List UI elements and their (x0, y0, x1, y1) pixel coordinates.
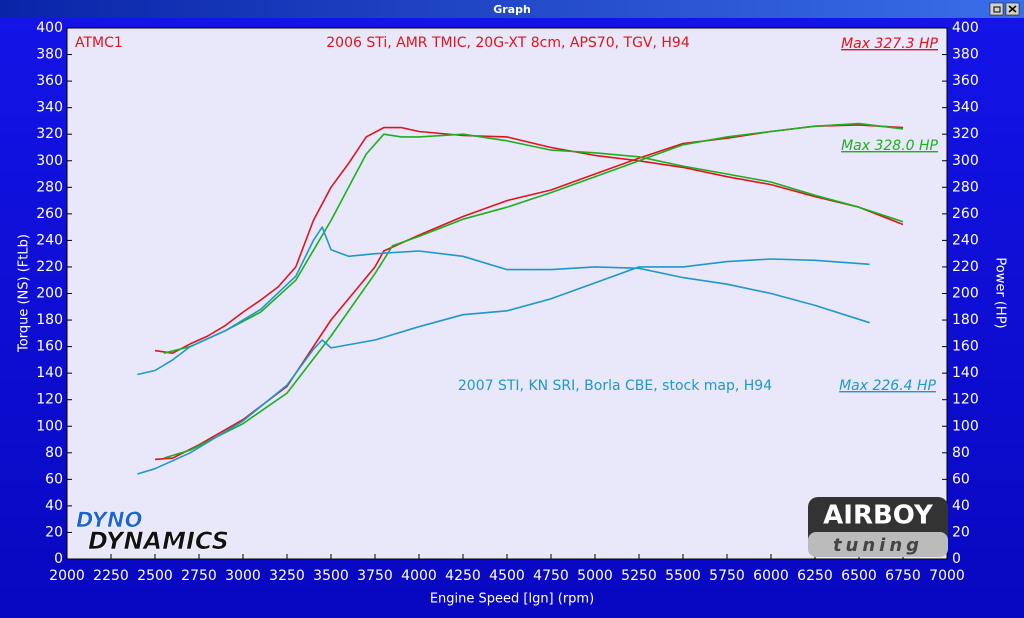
y2-tick-label: 360 (952, 73, 979, 89)
y-tick-label: 320 (36, 126, 63, 142)
annotation: 2006 STi, AMR TMIC, 20G-XT 8cm, APS70, T… (326, 35, 690, 51)
y-tick-label: 0 (54, 551, 63, 567)
airboy-logo: AIRBOY tuning (808, 497, 948, 557)
y2-tick-label: 240 (952, 232, 979, 248)
x-tick-label: 5000 (577, 568, 613, 584)
y-tick-label: 60 (45, 471, 63, 487)
y-tick-label: 300 (36, 153, 63, 169)
x-tick-label: 2750 (181, 568, 217, 584)
y2-tick-label: 300 (952, 153, 979, 169)
y-tick-label: 20 (45, 524, 63, 540)
x-tick-label: 6750 (885, 568, 921, 584)
y-tick-label: 200 (36, 286, 63, 302)
x-tick-label: 5750 (709, 568, 745, 584)
y-tick-label: 120 (36, 392, 63, 408)
y2-tick-label: 120 (952, 392, 979, 408)
y2-tick-label: 180 (952, 312, 979, 328)
annotation: 2007 STI, KN SRI, Borla CBE, stock map, … (458, 378, 772, 394)
logo-box (808, 532, 948, 557)
y2-tick-label: 100 (952, 418, 979, 434)
y2-axis-label: Power (HP) (993, 257, 1008, 328)
y2-tick-label: 320 (952, 126, 979, 142)
x-tick-label: 3500 (313, 568, 349, 584)
y-tick-label: 100 (36, 418, 63, 434)
annotation: Max 328.0 HP (841, 138, 938, 154)
window-title: Graph (493, 3, 531, 16)
restore-button[interactable] (989, 2, 1004, 16)
y2-tick-label: 20 (952, 524, 970, 540)
x-tick-label: 3250 (269, 568, 305, 584)
annotation: ATMC1 (75, 35, 123, 51)
y2-tick-label: 160 (952, 339, 979, 355)
y2-tick-label: 80 (952, 445, 970, 461)
x-tick-label: 3750 (357, 568, 393, 584)
title-bar (0, 0, 1024, 18)
y-axis-label: Torque (NS) (FtLb) (17, 234, 32, 353)
plot-area (66, 27, 948, 560)
x-tick-label: 2000 (49, 568, 85, 584)
annotation: Max 226.4 HP (839, 378, 936, 394)
x-tick-label: 4250 (445, 568, 481, 584)
y-tick-label: 280 (36, 179, 63, 195)
y-tick-label: 240 (36, 232, 63, 248)
y2-tick-label: 40 (952, 498, 970, 514)
y-tick-label: 340 (36, 100, 63, 116)
series-line (163, 122, 904, 459)
y-tick-label: 260 (36, 206, 63, 222)
y2-tick-label: 400 (952, 20, 979, 36)
y2-tick-label: 380 (952, 47, 979, 63)
x-tick-label: 4000 (401, 568, 437, 584)
x-tick-label: 6250 (797, 568, 833, 584)
y-tick-label: 360 (36, 73, 63, 89)
y-tick-label: 40 (45, 498, 63, 514)
y2-tick-label: 140 (952, 365, 979, 381)
series-line (137, 226, 870, 376)
series-line (154, 126, 904, 354)
x-tick-label: 4750 (533, 568, 569, 584)
logo-text: DYNO (76, 508, 143, 532)
restore-icon (993, 6, 1001, 13)
x-tick-label: 7000 (929, 568, 965, 584)
logo-text: tuning (833, 535, 923, 556)
y-tick-label: 180 (36, 312, 63, 328)
y2-tick-label: 200 (952, 286, 979, 302)
x-axis-label: Engine Speed [lgn] (rpm) (430, 592, 594, 607)
x-tick-label: 2250 (93, 568, 129, 584)
x-tick-label: 5250 (621, 568, 657, 584)
y2-tick-label: 280 (952, 179, 979, 195)
x-tick-label: 5500 (665, 568, 701, 584)
y-tick-label: 400 (36, 20, 63, 36)
y2-tick-label: 260 (952, 206, 979, 222)
logo-text: AIRBOY (823, 501, 934, 531)
dyno-logo: DYNO DYNAMICS (76, 508, 230, 556)
series-line (163, 133, 904, 354)
y2-tick-label: 220 (952, 259, 979, 275)
y2-tick-label: 60 (952, 471, 970, 487)
x-tick-label: 6500 (841, 568, 877, 584)
series-line (137, 258, 870, 475)
annotation: Max 327.3 HP (841, 36, 938, 52)
logo-text: DYNAMICS (88, 527, 229, 555)
y2-tick-label: 0 (952, 551, 961, 567)
x-tick-label: 4500 (489, 568, 525, 584)
y-tick-label: 220 (36, 259, 63, 275)
y-tick-label: 160 (36, 339, 63, 355)
y-tick-label: 380 (36, 47, 63, 63)
y2-tick-label: 340 (952, 100, 979, 116)
x-tick-label: 6000 (753, 568, 789, 584)
x-tick-label: 3000 (225, 568, 261, 584)
close-icon (1008, 5, 1017, 13)
x-tick-label: 2500 (137, 568, 173, 584)
y-tick-label: 140 (36, 365, 63, 381)
y-tick-label: 80 (45, 445, 63, 461)
